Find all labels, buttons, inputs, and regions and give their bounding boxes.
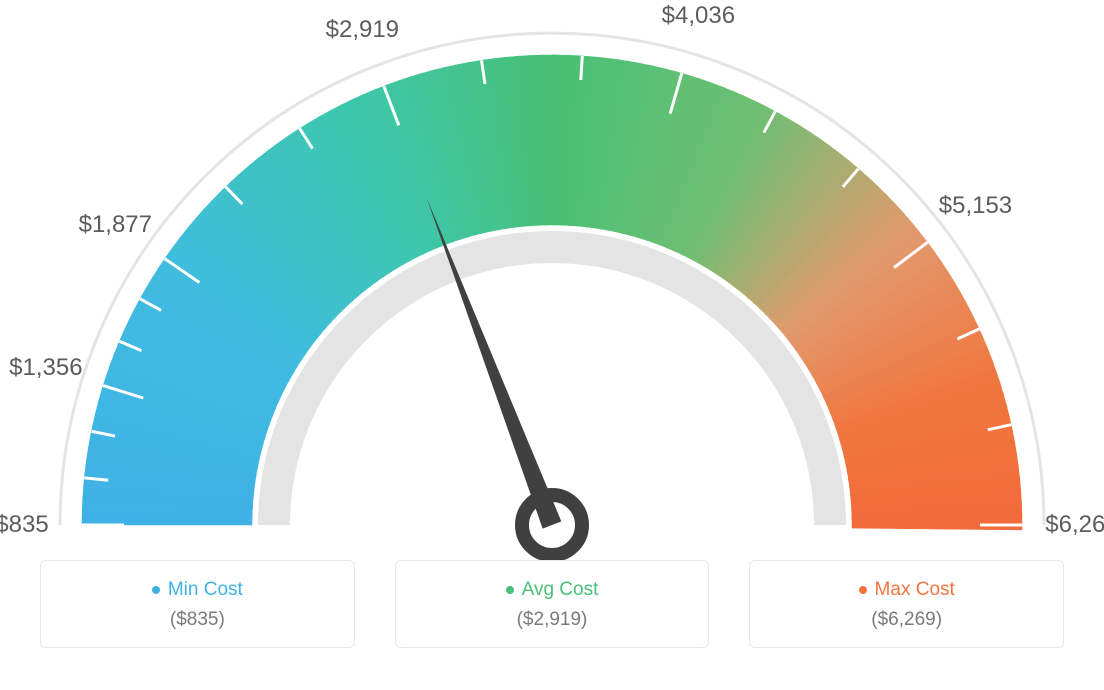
legend-card-min: Min Cost ($835) <box>40 560 355 648</box>
cost-gauge: $835 $1,356 $1,877 $2,919 $4,036 $5,153 $6,269 <box>0 0 1104 560</box>
gauge-tick-label: $2,919 <box>326 16 399 44</box>
gauge-tick-label: $1,356 <box>9 354 82 382</box>
gauge-tick-label: $5,153 <box>939 192 1012 220</box>
legend-card-avg: Avg Cost ($2,919) <box>395 560 710 648</box>
gauge-tick-label: $835 <box>0 511 49 539</box>
gauge-tick-label: $1,877 <box>79 211 152 239</box>
legend-title: Max Cost <box>859 579 955 601</box>
legend-dot-icon <box>506 586 514 594</box>
legend-value: ($2,919) <box>406 609 699 631</box>
gauge-tick-label: $4,036 <box>662 2 735 30</box>
legend-title-text: Max Cost <box>875 579 955 601</box>
gauge-tick-label: $6,269 <box>1045 511 1104 539</box>
legend-value: ($6,269) <box>760 609 1053 631</box>
legend-dot-icon <box>152 586 160 594</box>
legend-card-max: Max Cost ($6,269) <box>749 560 1064 648</box>
gauge-labels: $835 $1,356 $1,877 $2,919 $4,036 $5,153 $6,269 <box>0 0 1104 560</box>
legend-title-text: Min Cost <box>168 579 243 601</box>
legend-title: Min Cost <box>152 579 243 601</box>
legend-title: Avg Cost <box>506 579 599 601</box>
legend-value: ($835) <box>51 609 344 631</box>
legend-row: Min Cost ($835) Avg Cost ($2,919) Max Cost ($… <box>0 560 1104 648</box>
legend-title-text: Avg Cost <box>522 579 599 601</box>
legend-dot-icon <box>859 586 867 594</box>
